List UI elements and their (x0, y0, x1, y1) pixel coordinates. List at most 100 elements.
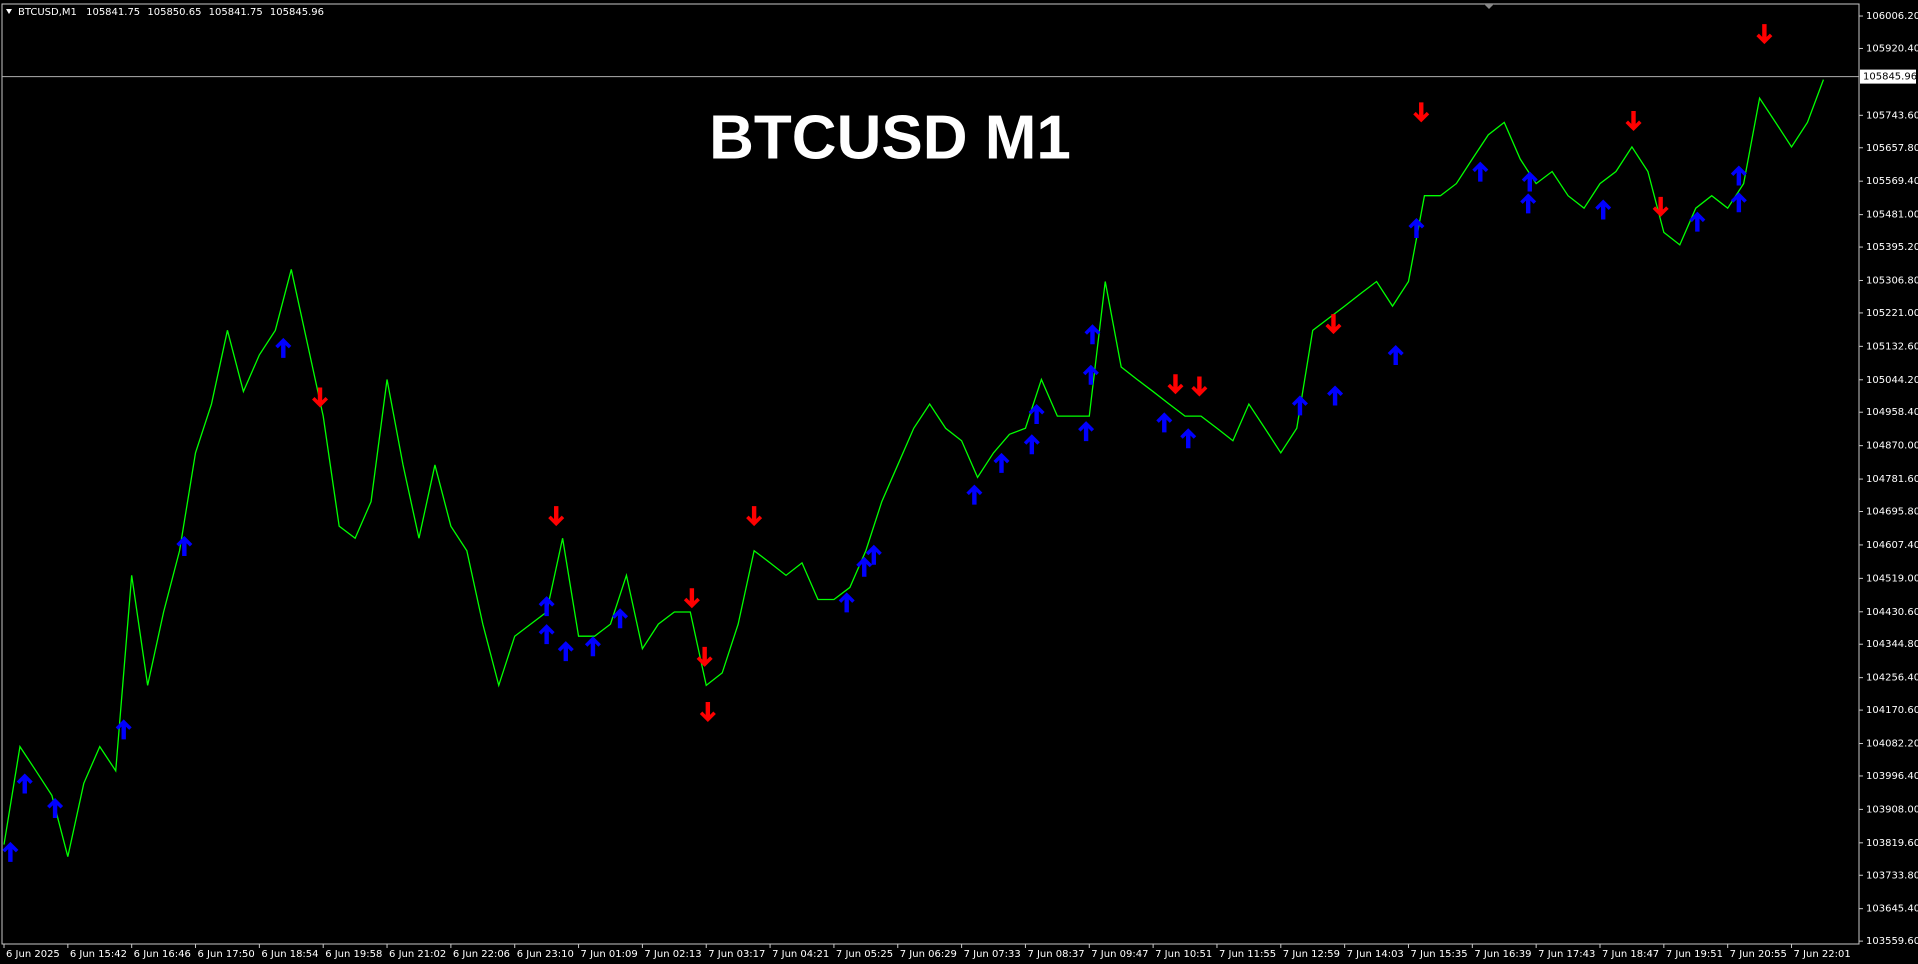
buy-arrow (1520, 193, 1537, 214)
buy-arrow (584, 636, 601, 657)
y-tick-label: 104607.40 (1866, 540, 1918, 551)
y-tick-label: 104781.60 (1866, 474, 1918, 485)
x-tick-label: 6 Jun 16:46 (134, 949, 191, 960)
menu-triangle (6, 9, 12, 14)
buy-arrow (1078, 421, 1095, 442)
y-tick-label: 104958.40 (1866, 407, 1918, 418)
y-tick-label: 104256.40 (1866, 673, 1918, 684)
buy-arrow (1291, 395, 1308, 416)
x-tick-label: 7 Jun 16:39 (1474, 949, 1531, 960)
sell-arrow (683, 588, 700, 609)
sell-arrow (1413, 102, 1430, 123)
sell-arrow (746, 506, 763, 527)
buy-arrow (1595, 199, 1612, 220)
x-tick-label: 6 Jun 19:58 (325, 949, 382, 960)
y-tick-label: 105395.20 (1866, 242, 1918, 253)
y-tick-label: 103908.00 (1866, 804, 1918, 815)
x-tick-label: 6 Jun 15:42 (70, 949, 127, 960)
sell-arrow (1167, 374, 1184, 395)
sell-arrow (1625, 111, 1642, 132)
buy-arrow (275, 337, 292, 358)
sell-arrow (1756, 24, 1773, 45)
buy-arrow (1689, 211, 1706, 232)
buy-arrow (1408, 218, 1425, 239)
x-tick-label: 7 Jun 15:35 (1410, 949, 1467, 960)
y-tick-label: 105657.80 (1866, 143, 1918, 154)
shift-marker (1484, 4, 1494, 9)
y-tick-label: 103819.60 (1866, 838, 1918, 849)
buy-arrow (538, 596, 555, 617)
y-tick-label: 103559.60 (1866, 936, 1918, 947)
buy-arrow (1180, 428, 1197, 449)
y-tick-label: 104695.80 (1866, 507, 1918, 518)
buy-arrow (1730, 192, 1747, 213)
x-tick-label: 7 Jun 03:17 (708, 949, 765, 960)
x-tick-label: 7 Jun 22:01 (1794, 949, 1851, 960)
y-tick-label: 105306.80 (1866, 275, 1918, 286)
y-tick-label: 104430.60 (1866, 607, 1918, 618)
x-tick-label: 7 Jun 11:55 (1219, 949, 1276, 960)
y-tick-label: 105569.40 (1866, 176, 1918, 187)
y-tick-label: 105920.40 (1866, 43, 1918, 54)
x-tick-label: 6 Jun 21:02 (389, 949, 446, 960)
buy-arrow (966, 484, 983, 505)
high: 105850.65 (147, 7, 201, 18)
buy-arrow (856, 556, 873, 577)
y-tick-label: 105221.00 (1866, 308, 1918, 319)
sell-arrow (1652, 196, 1669, 217)
buy-arrow (538, 624, 555, 645)
buy-arrow (1730, 165, 1747, 186)
x-tick-label: 7 Jun 17:43 (1538, 949, 1595, 960)
y-tick-label: 103733.80 (1866, 870, 1918, 881)
buy-arrow (16, 773, 33, 794)
x-tick-label: 7 Jun 10:51 (1155, 949, 1212, 960)
x-tick-label: 7 Jun 08:37 (1027, 949, 1084, 960)
current-price-tag (1860, 69, 1916, 84)
y-tick-label: 104519.00 (1866, 573, 1918, 584)
buy-arrow (838, 592, 855, 613)
x-tick-label: 7 Jun 06:29 (900, 949, 957, 960)
open: 105841.75 (86, 7, 140, 18)
x-tick-label: 6 Jun 17:50 (198, 949, 255, 960)
buy-arrow (1082, 364, 1099, 385)
x-tick-label: 7 Jun 12:59 (1283, 949, 1340, 960)
buy-arrow (1472, 161, 1489, 182)
buy-arrow (865, 544, 882, 565)
y-tick-label: 104170.60 (1866, 705, 1918, 716)
x-tick-label: 7 Jun 01:09 (581, 949, 638, 960)
x-tick-label: 6 Jun 22:06 (453, 949, 510, 960)
y-tick-label: 106006.20 (1866, 11, 1918, 22)
sell-arrow (1325, 314, 1342, 335)
x-tick-label: 7 Jun 14:03 (1347, 949, 1404, 960)
sell-arrow (696, 646, 713, 667)
buy-arrow (993, 452, 1010, 473)
current-price-label: 105845.96 (1863, 72, 1917, 83)
x-tick-label: 6 Jun 23:10 (517, 949, 574, 960)
x-tick-label: 7 Jun 20:55 (1730, 949, 1787, 960)
y-tick-label: 104082.20 (1866, 739, 1918, 750)
x-tick-label: 7 Jun 07:33 (964, 949, 1021, 960)
buy-arrow (1023, 434, 1040, 455)
x-tick-label: 7 Jun 02:13 (644, 949, 701, 960)
x-tick-label: 7 Jun 05:25 (836, 949, 893, 960)
x-tick-label: 7 Jun 19:51 (1666, 949, 1723, 960)
buy-arrow (2, 841, 19, 862)
buy-arrow (557, 641, 574, 662)
y-tick-label: 105743.60 (1866, 110, 1918, 121)
sell-arrow (1191, 376, 1208, 397)
sell-arrow (312, 387, 329, 408)
x-tick-label: 7 Jun 09:47 (1091, 949, 1148, 960)
x-tick-label: 7 Jun 04:21 (772, 949, 829, 960)
close: 105845.96 (270, 7, 324, 18)
buy-arrow (47, 798, 64, 819)
symbol: BTCUSD,M1 (18, 7, 77, 18)
buy-arrow (1028, 404, 1045, 425)
y-tick-label: 104344.80 (1866, 639, 1918, 650)
buy-arrow (1387, 345, 1404, 366)
x-tick-label: 6 Jun 18:54 (261, 949, 318, 960)
buy-arrow (176, 536, 193, 557)
y-tick-label: 105481.00 (1866, 210, 1918, 221)
sell-arrow (548, 506, 565, 527)
buy-arrow (1084, 324, 1101, 345)
